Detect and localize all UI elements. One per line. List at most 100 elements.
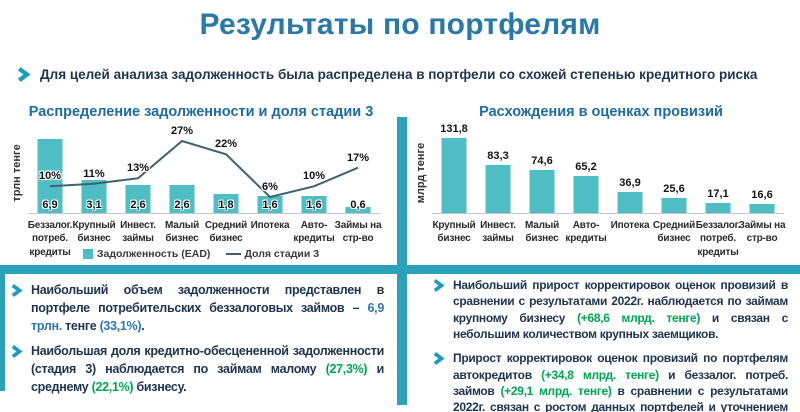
- legend-item-stage3: Доля стадии 3: [226, 248, 319, 260]
- category-label: Малый бизнес: [524, 220, 560, 245]
- bar-area: 3,1: [72, 133, 116, 214]
- category-label: Беззалог. потреб. кредиты: [695, 220, 741, 258]
- highlighted-value: (33,1%): [99, 318, 142, 333]
- legend-label: Доля стадии 3: [244, 248, 320, 260]
- chevron-right-icon: [433, 279, 445, 292]
- bar-area: 131,8: [432, 123, 476, 214]
- bar: [749, 203, 775, 213]
- bar-area: 17,1: [696, 133, 740, 214]
- chart-legend: Задолженность (EAD) Доля стадии 3: [12, 248, 390, 260]
- bar: [485, 165, 511, 213]
- note-text-segment: Прирост корректировок оценок провизий по…: [453, 351, 788, 382]
- bar-column: 16,6 Займы на стр-во: [739, 133, 786, 259]
- category-label: Беззалог. потреб. кредиты: [27, 220, 73, 258]
- bar-area: 83,3: [476, 133, 520, 214]
- bar-area: 65,2: [564, 133, 608, 214]
- category-label: Авто- кредиты: [565, 220, 607, 245]
- bar: [257, 195, 283, 213]
- bar-value-label: 1,6: [306, 199, 322, 211]
- bar: [345, 206, 371, 213]
- note-text-segment: и беззалог. потреб. займов: [453, 367, 789, 398]
- bar-value-label: 1,8: [218, 199, 234, 211]
- bar-column: 2,6 Малый бизнес: [160, 133, 204, 259]
- bar-area: 6,9: [28, 133, 72, 214]
- highlighted-value: (+34,8 млрд. тенге): [541, 367, 659, 382]
- bar-column: 3,1 Крупный бизнес: [72, 133, 116, 259]
- category-label: Ипотека: [610, 220, 650, 231]
- bar-column: 1,6 Авто- кредиты: [292, 133, 336, 259]
- chart-title-right: Расхождения в оценках провизий: [479, 104, 723, 120]
- bar-series: 131,8 Крупный бизнес 83,3 Инвест. займы 74,6…: [432, 123, 786, 259]
- highlighted-value: 6,9 трлн.: [31, 300, 384, 333]
- bar-area: 1,6: [292, 133, 336, 214]
- bar-column: 83,3 Инвест. займы: [476, 133, 520, 259]
- note-text-segment: в сравнении с результатами 2022г. связан…: [453, 383, 788, 412]
- chevron-right-icon: [11, 284, 23, 297]
- highlighted-value: (22,1%): [91, 379, 134, 394]
- bar: [441, 137, 467, 213]
- bar-column: 6,9 Беззалог. потреб. кредиты: [28, 133, 72, 259]
- highlighted-value: (27,3%): [325, 362, 368, 376]
- note-text-segment: .: [141, 318, 145, 333]
- bar: [573, 175, 599, 213]
- bar-area: 2,6: [160, 133, 204, 214]
- note-text: Прирост корректировок оценок провизий по…: [453, 350, 788, 412]
- bar-value-label: 2,6: [174, 199, 190, 211]
- bar-value-label: 17,1: [707, 188, 729, 201]
- bar-area: 16,6: [740, 133, 784, 214]
- category-label: Малый бизнес: [164, 220, 200, 245]
- bar-column: 36,9 Ипотека: [608, 133, 652, 259]
- category-label: Ипотека: [250, 220, 290, 231]
- category-label: Средний бизнес: [204, 220, 248, 245]
- category-label: Инвест. займы: [480, 220, 516, 245]
- note-bullet: Наибольший объем задолженности представл…: [10, 282, 384, 335]
- category-label: Займы на стр-во: [334, 220, 382, 245]
- note-bullet: Прирост корректировок оценок провизий по…: [432, 350, 788, 412]
- chevron-right-icon: [17, 67, 31, 82]
- note-text-segment: бизнесу.: [133, 379, 187, 394]
- note-bullet: Наибольшая доля кредитно-обесцененной за…: [10, 343, 384, 396]
- bar-column: 17,1 Беззалог. потреб. кредиты: [696, 133, 741, 259]
- category-label: Инвест. займы: [120, 220, 156, 245]
- bar: [529, 170, 555, 213]
- bar-column: 0,6 Займы на стр-во: [335, 133, 382, 259]
- notes-right-panel: Наибольший прирост корректировок оценок …: [432, 277, 788, 412]
- bar-area: 0,6: [336, 133, 380, 214]
- bar: [617, 191, 643, 213]
- chevron-right-icon: [433, 352, 445, 366]
- note-text: Наибольший прирост корректировок оценок …: [453, 277, 788, 342]
- category-label: Займы на стр-во: [738, 220, 786, 245]
- bar: [301, 195, 327, 213]
- legend-line-swatch: [226, 253, 242, 255]
- note-text-segment: Наибольшая доля кредитно-обесцененной за…: [31, 344, 384, 376]
- bar-value-label: 1,6: [262, 199, 278, 211]
- note-text-segment: Наибольший прирост корректировок оценок …: [453, 278, 788, 325]
- chart-provision-differences: 131,8 Крупный бизнес 83,3 Инвест. займы 74,6…: [432, 123, 786, 259]
- bar: [213, 193, 239, 213]
- bar-column: 2,6 Инвест. займы: [116, 133, 160, 259]
- vertical-divider: [397, 117, 407, 405]
- bar-column: 25,6 Средний бизнес: [652, 133, 696, 259]
- chart-title-left: Распределение задолженности и доля стади…: [28, 104, 374, 120]
- left-edge-accent-bar: [0, 274, 5, 391]
- bar-value-label: 74,6: [531, 155, 553, 168]
- y-axis-label-left: трлн тенге: [11, 144, 23, 202]
- bar-value-label: 16,6: [751, 188, 773, 201]
- bar-area: 36,9: [608, 133, 652, 214]
- bar-area: 2,6: [116, 133, 160, 214]
- highlighted-value: (+68,6 млрд. тенге): [577, 310, 701, 325]
- notes-left-panel: Наибольший объем задолженности представл…: [10, 282, 384, 405]
- bar-value-label: 25,6: [663, 183, 685, 196]
- bar-area: 1,6: [248, 133, 292, 214]
- bar-area: 74,6: [520, 133, 564, 214]
- page-title: Результаты по портфелям: [199, 8, 601, 41]
- bar-value-label: 6,9: [42, 199, 58, 211]
- bar-column: 65,2 Авто- кредиты: [564, 133, 608, 259]
- bar-value-label: 3,1: [86, 199, 102, 211]
- intro-text: Для целей анализа задолженность была рас…: [40, 67, 758, 82]
- legend-label: Задолженность (EAD): [96, 248, 211, 260]
- bar-value-label: 2,6: [130, 199, 146, 211]
- note-bullet: Наибольший прирост корректировок оценок …: [432, 277, 788, 342]
- bar-area: 1,8: [204, 133, 248, 214]
